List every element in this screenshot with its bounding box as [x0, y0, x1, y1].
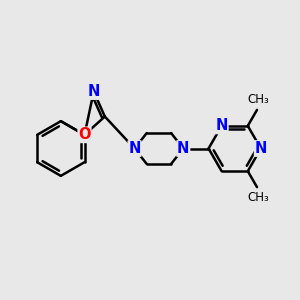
- Text: CH₃: CH₃: [248, 191, 269, 204]
- Text: N: N: [128, 141, 141, 156]
- Text: O: O: [78, 127, 91, 142]
- Text: N: N: [255, 141, 267, 156]
- Text: N: N: [177, 141, 190, 156]
- Text: N: N: [215, 118, 228, 134]
- Text: CH₃: CH₃: [248, 93, 269, 106]
- Text: N: N: [88, 84, 100, 99]
